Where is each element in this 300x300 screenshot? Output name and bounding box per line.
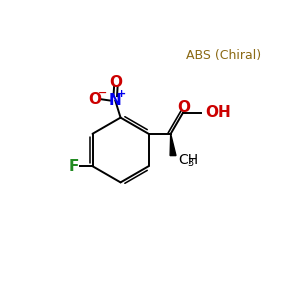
Text: +: + — [116, 89, 126, 99]
Polygon shape — [170, 134, 176, 156]
Text: F: F — [69, 159, 80, 174]
Text: O: O — [88, 92, 101, 106]
Text: N: N — [109, 93, 122, 108]
Text: 3: 3 — [187, 158, 193, 168]
Text: ABS (Chiral): ABS (Chiral) — [186, 49, 261, 62]
Text: O: O — [109, 75, 122, 90]
Text: OH: OH — [206, 105, 232, 120]
Text: O: O — [177, 100, 190, 115]
Text: CH: CH — [178, 153, 199, 167]
Text: −: − — [98, 88, 108, 98]
